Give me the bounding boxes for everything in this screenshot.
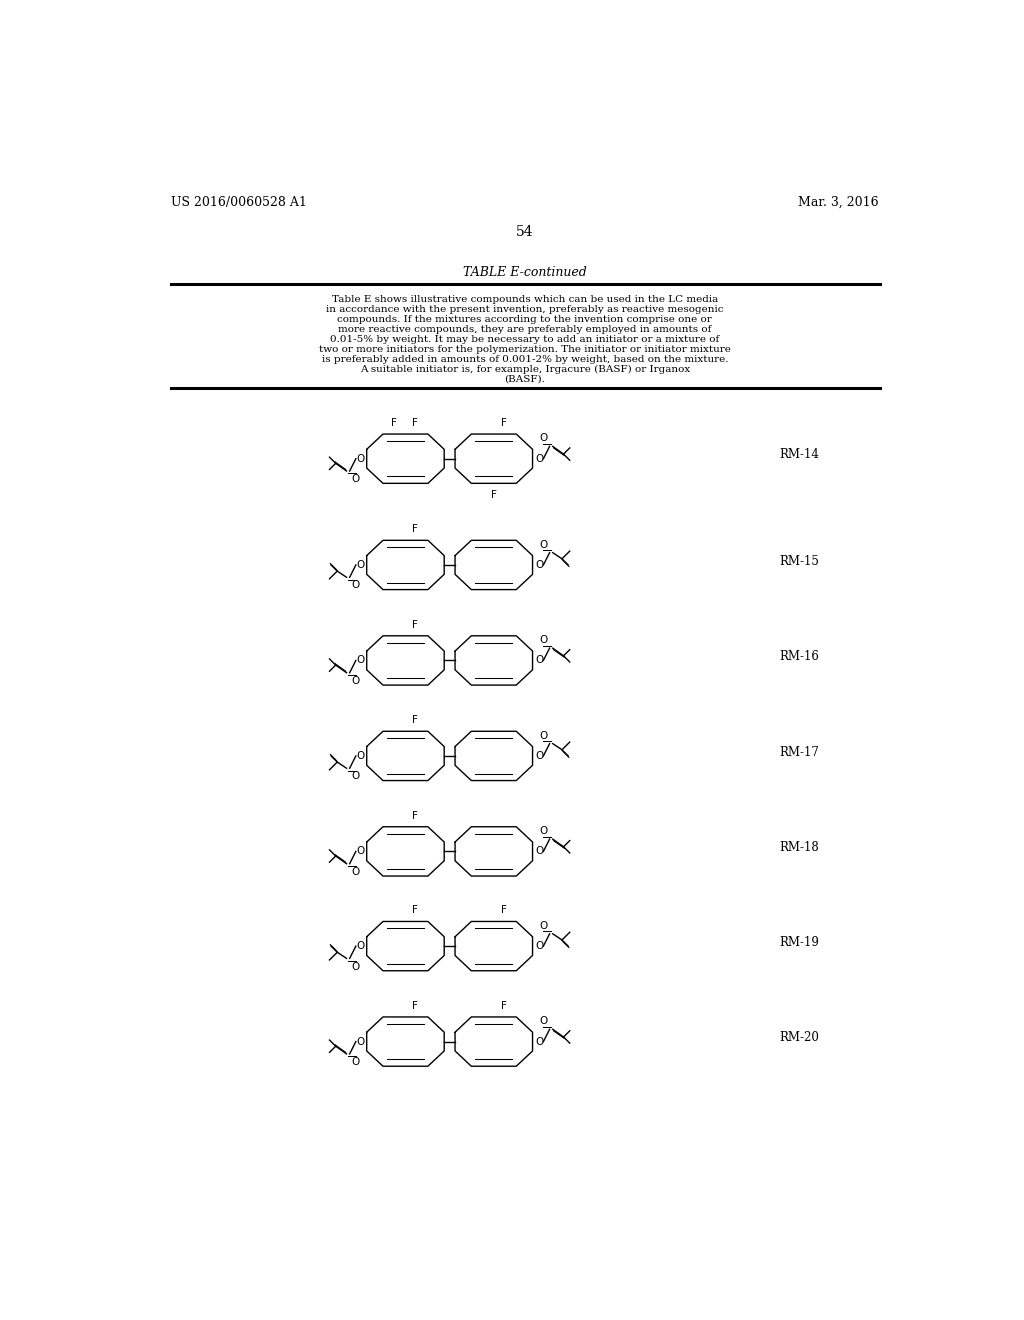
Text: O: O <box>351 676 359 686</box>
Text: Mar. 3, 2016: Mar. 3, 2016 <box>798 195 879 209</box>
Text: O: O <box>356 656 365 665</box>
Text: O: O <box>356 1036 365 1047</box>
Text: compounds. If the mixtures according to the invention comprise one or: compounds. If the mixtures according to … <box>338 314 712 323</box>
Text: O: O <box>356 560 365 570</box>
Text: F: F <box>501 418 507 428</box>
Text: O: O <box>356 454 365 463</box>
Text: F: F <box>413 715 418 725</box>
Text: US 2016/0060528 A1: US 2016/0060528 A1 <box>171 195 306 209</box>
Text: O: O <box>351 771 359 781</box>
Text: F: F <box>413 619 418 630</box>
Text: O: O <box>356 751 365 760</box>
Text: O: O <box>540 1016 548 1026</box>
Text: is preferably added in amounts of 0.001-2% by weight, based on the mixture.: is preferably added in amounts of 0.001-… <box>322 355 728 364</box>
Text: O: O <box>535 846 543 857</box>
Text: O: O <box>540 635 548 645</box>
Text: O: O <box>540 433 548 444</box>
Text: more reactive compounds, they are preferably employed in amounts of: more reactive compounds, they are prefer… <box>338 325 712 334</box>
Text: 54: 54 <box>516 224 534 239</box>
Text: RM-15: RM-15 <box>779 554 819 568</box>
Text: F: F <box>490 490 497 499</box>
Text: O: O <box>540 921 548 931</box>
Text: O: O <box>351 474 359 484</box>
Text: 0.01-5% by weight. It may be necessary to add an initiator or a mixture of: 0.01-5% by weight. It may be necessary t… <box>330 335 720 343</box>
Text: F: F <box>413 906 418 915</box>
Text: O: O <box>540 730 548 741</box>
Text: RM-19: RM-19 <box>779 936 819 949</box>
Text: O: O <box>356 846 365 857</box>
Text: TABLE E-continued: TABLE E-continued <box>463 265 587 279</box>
Text: O: O <box>351 1057 359 1067</box>
Text: O: O <box>540 540 548 549</box>
Text: O: O <box>535 751 543 760</box>
Text: O: O <box>535 656 543 665</box>
Text: O: O <box>351 961 359 972</box>
Text: O: O <box>540 826 548 836</box>
Text: F: F <box>501 906 507 915</box>
Text: (BASF).: (BASF). <box>505 375 545 384</box>
Text: O: O <box>535 454 543 463</box>
Text: O: O <box>535 1036 543 1047</box>
Text: O: O <box>535 941 543 952</box>
Text: F: F <box>413 1001 418 1011</box>
Text: F: F <box>413 418 418 428</box>
Text: in accordance with the present invention, preferably as reactive mesogenic: in accordance with the present invention… <box>326 305 724 314</box>
Text: O: O <box>356 941 365 952</box>
Text: F: F <box>501 1001 507 1011</box>
Text: two or more initiators for the polymerization. The initiator or initiator mixtur: two or more initiators for the polymeriz… <box>318 345 731 354</box>
Text: RM-17: RM-17 <box>779 746 819 759</box>
Text: A suitable initiator is, for example, Irgacure (BASF) or Irganox: A suitable initiator is, for example, Ir… <box>359 364 690 374</box>
Text: RM-20: RM-20 <box>779 1031 819 1044</box>
Text: O: O <box>351 867 359 876</box>
Text: RM-16: RM-16 <box>779 649 819 663</box>
Text: F: F <box>391 418 396 428</box>
Text: Table E shows illustrative compounds which can be used in the LC media: Table E shows illustrative compounds whi… <box>332 294 718 304</box>
Text: O: O <box>351 581 359 590</box>
Text: RM-18: RM-18 <box>779 841 819 854</box>
Text: F: F <box>413 810 418 821</box>
Text: F: F <box>413 524 418 535</box>
Text: O: O <box>535 560 543 570</box>
Text: RM-14: RM-14 <box>779 449 819 462</box>
